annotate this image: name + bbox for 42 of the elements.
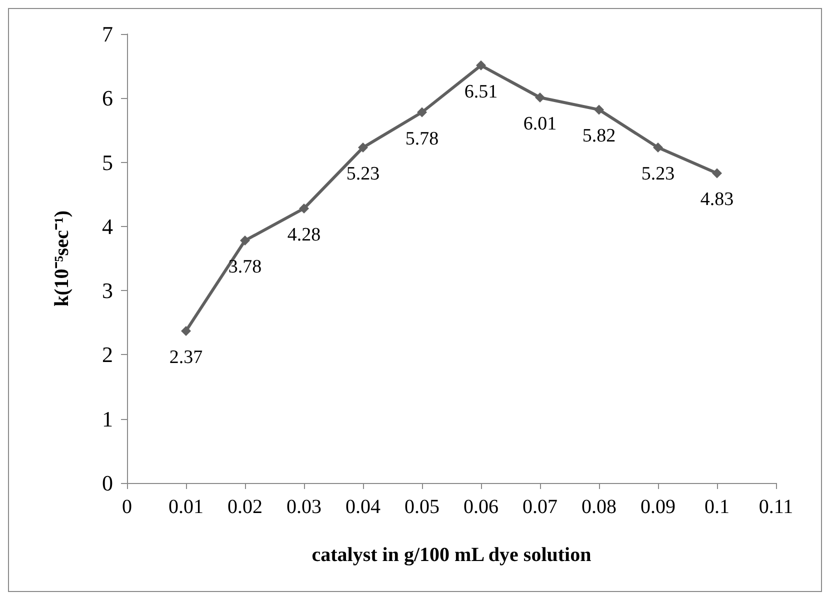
x-tick-label: 0.11 xyxy=(758,496,794,518)
data-label: 5.23 xyxy=(346,164,380,185)
data-label: 5.78 xyxy=(405,128,439,150)
data-label: 5.82 xyxy=(582,126,616,147)
y-tick-label: 1 xyxy=(102,406,113,432)
point xyxy=(358,142,368,153)
point xyxy=(299,203,309,214)
x-tick-label: 0 xyxy=(122,496,132,518)
y-axis-title: k(10⁻⁵sec⁻¹) xyxy=(51,210,73,306)
x-tick-label: 0.02 xyxy=(228,496,262,518)
y-tick-label: 7 xyxy=(102,22,113,46)
data-label: 4.83 xyxy=(700,189,734,210)
y-tick-label: 2 xyxy=(102,342,113,368)
x-tick-label: 0.03 xyxy=(286,496,322,518)
point xyxy=(653,142,663,153)
point xyxy=(240,236,250,246)
data-label: 6.51 xyxy=(464,81,498,102)
point xyxy=(417,107,427,118)
x-tick-label: 0.04 xyxy=(346,496,380,518)
x-tick-label: 0.1 xyxy=(704,496,730,518)
y-tick-label: 3 xyxy=(102,278,113,304)
x-axis-title: catalyst in g/100 mL dye solution xyxy=(312,544,592,566)
x-tick-label: 0.01 xyxy=(168,496,204,518)
x-tick-label: 0.05 xyxy=(404,496,440,518)
data-label: 5.23 xyxy=(641,164,675,185)
x-tick-label: 0.06 xyxy=(464,496,498,518)
point xyxy=(181,326,191,336)
y-tick-label: 6 xyxy=(102,86,113,111)
data-label: 2.37 xyxy=(169,346,203,368)
data-label: 4.28 xyxy=(287,224,321,246)
x-tick-label: 0.09 xyxy=(640,496,676,518)
x-tick-label: 0.07 xyxy=(522,496,558,518)
x-tick-label: 0.08 xyxy=(582,496,616,518)
point xyxy=(594,104,604,115)
point xyxy=(535,92,545,102)
point xyxy=(712,168,722,178)
y-tick-label: 4 xyxy=(102,214,113,239)
data-label: 3.78 xyxy=(228,256,262,278)
point xyxy=(476,60,486,70)
y-tick-label: 5 xyxy=(102,150,113,175)
y-tick-label: 0 xyxy=(102,470,113,496)
data-label: 6.01 xyxy=(523,114,557,134)
